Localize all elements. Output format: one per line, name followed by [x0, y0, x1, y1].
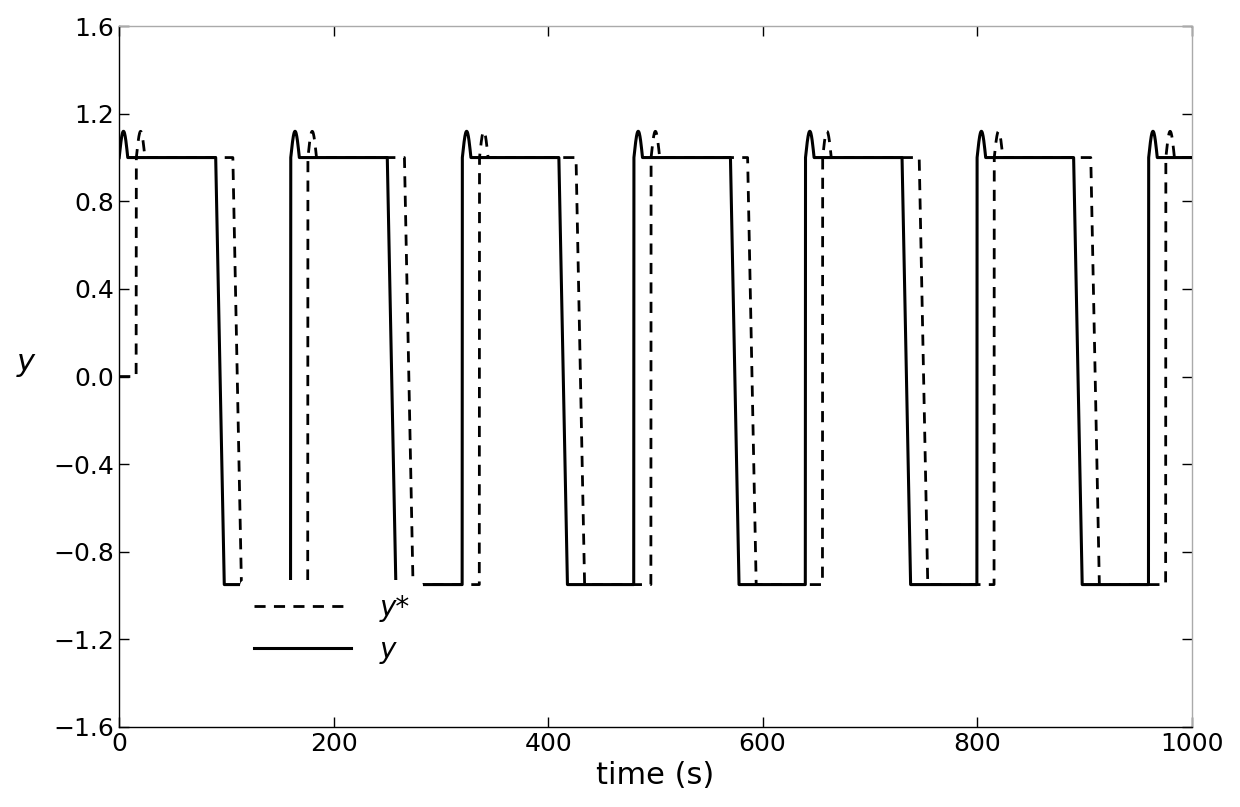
- y: [217, 579, 232, 589]
- y*: [853, 153, 868, 162]
- y*: [1184, 153, 1199, 162]
- Line: y: y: [119, 132, 1192, 584]
- Line: y*: y*: [119, 132, 1192, 584]
- y*: [112, 372, 126, 382]
- Y-axis label: y: y: [16, 348, 35, 377]
- y*: [234, 579, 249, 589]
- y*: [1079, 153, 1094, 162]
- y: [117, 127, 131, 136]
- y*: [322, 153, 337, 162]
- y*: [133, 127, 148, 136]
- y: [853, 153, 868, 162]
- y: [1079, 579, 1094, 589]
- y: [1107, 579, 1122, 589]
- y: [1184, 153, 1199, 162]
- y*: [1107, 579, 1122, 589]
- y: [1115, 579, 1130, 589]
- X-axis label: time (s): time (s): [596, 761, 714, 790]
- y: [630, 128, 645, 137]
- Legend: y*, y: y*, y: [241, 580, 423, 678]
- y*: [630, 579, 645, 589]
- y: [112, 153, 126, 162]
- y*: [1115, 579, 1130, 589]
- y: [322, 153, 337, 162]
